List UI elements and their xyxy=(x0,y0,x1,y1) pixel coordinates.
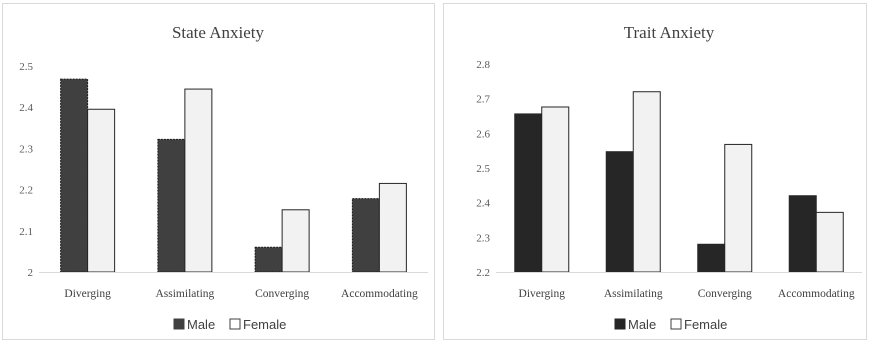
bar-male-converging xyxy=(697,243,726,273)
x-category-label: Accommodating xyxy=(341,288,418,300)
trait-anxiety-chart: Trait Anxiety 2.2 2.3 2.4 2.5 2.6 2.7 2.8 Dive… xyxy=(443,3,867,340)
bar-female-converging xyxy=(281,209,310,273)
x-category-label: Diverging xyxy=(64,288,111,300)
legend-label-female: Female xyxy=(243,317,286,332)
y-tick-label: 2.4 xyxy=(19,102,33,114)
y-axis-ticks: 2 2.1 2.2 2.3 2.4 2.5 xyxy=(19,61,33,279)
x-category-label: Converging xyxy=(698,288,752,300)
y-tick-label: 2 xyxy=(28,267,34,279)
chart-title: State Anxiety xyxy=(172,23,265,42)
x-category-label: Diverging xyxy=(519,288,566,300)
bar-male-assimilating xyxy=(157,138,186,273)
state-anxiety-chart: State Anxiety 2 2.1 2.2 2.3 2.4 2.5 Diverging… xyxy=(2,3,435,340)
y-tick-label: 2.2 xyxy=(476,267,490,279)
bars xyxy=(60,78,407,273)
bar-male-accommodating xyxy=(788,195,817,273)
bar-male-assimilating xyxy=(605,151,634,273)
bar-female-accommodating xyxy=(815,211,844,273)
bar-male-converging xyxy=(254,246,283,273)
bars xyxy=(514,91,844,273)
legend: Male Female xyxy=(173,317,286,332)
legend: Male Female xyxy=(614,317,727,332)
bar-female-accommodating xyxy=(378,182,407,273)
bar-male-diverging xyxy=(514,113,543,273)
legend-label-male: Male xyxy=(628,317,656,332)
bar-female-converging xyxy=(724,143,753,273)
legend-label-female: Female xyxy=(684,317,727,332)
legend-label-male: Male xyxy=(187,317,215,332)
x-axis-categories: Diverging Assimilating Converging Accommoda… xyxy=(519,288,855,300)
legend-swatch-male xyxy=(614,318,626,330)
y-tick-label: 2.1 xyxy=(19,226,33,238)
bar-male-accommodating xyxy=(351,198,380,273)
y-axis-ticks: 2.2 2.3 2.4 2.5 2.6 2.7 2.8 xyxy=(476,59,490,279)
bar-female-diverging xyxy=(87,108,116,273)
y-tick-label: 2.2 xyxy=(19,185,33,197)
x-category-label: Accommodating xyxy=(778,288,855,300)
x-category-label: Assimilating xyxy=(155,288,214,300)
y-tick-label: 2.7 xyxy=(476,94,490,106)
bar-female-diverging xyxy=(541,106,570,273)
legend-swatch-female xyxy=(229,318,241,330)
bar-male-diverging xyxy=(60,78,89,273)
y-tick-label: 2.3 xyxy=(476,232,490,244)
legend-swatch-female xyxy=(670,318,682,330)
y-tick-label: 2.4 xyxy=(476,198,490,210)
bar-female-assimilating xyxy=(632,91,661,273)
state-anxiety-plot: State Anxiety 2 2.1 2.2 2.3 2.4 2.5 Diverging… xyxy=(19,23,428,332)
bar-female-assimilating xyxy=(184,88,213,273)
y-tick-label: 2.5 xyxy=(19,61,33,73)
x-category-label: Assimilating xyxy=(604,288,663,300)
chart-title: Trait Anxiety xyxy=(624,23,715,42)
y-tick-label: 2.8 xyxy=(476,59,490,71)
x-category-label: Converging xyxy=(255,288,309,300)
y-tick-label: 2.6 xyxy=(476,128,490,140)
y-tick-label: 2.3 xyxy=(19,143,33,155)
trait-anxiety-plot: Trait Anxiety 2.2 2.3 2.4 2.5 2.6 2.7 2.8 Dive… xyxy=(476,23,862,332)
x-axis-categories: Diverging Assimilating Converging Accommoda… xyxy=(64,288,418,300)
legend-swatch-male xyxy=(173,318,185,330)
y-tick-label: 2.5 xyxy=(476,163,490,175)
